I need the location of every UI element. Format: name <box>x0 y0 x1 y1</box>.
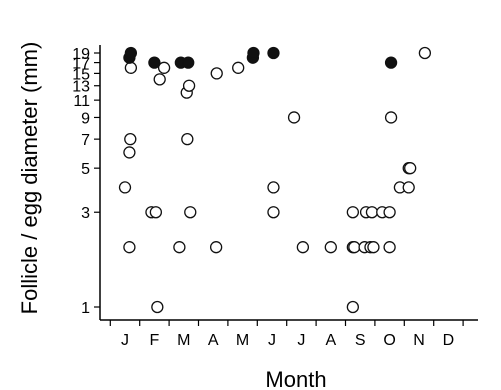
follicle-point <box>348 241 361 254</box>
egg-point <box>384 56 398 69</box>
egg-point <box>124 46 138 60</box>
follicle-point <box>384 111 398 124</box>
follicle-point <box>418 46 432 60</box>
follicle-point <box>124 61 138 74</box>
follicle-point <box>151 300 164 314</box>
follicle-point <box>209 241 223 254</box>
follicle-point <box>173 241 186 254</box>
follicle-point <box>367 241 380 254</box>
follicle-point <box>181 132 194 146</box>
y-tick-label: 5 <box>81 161 90 178</box>
x-tick-label: M <box>177 332 190 349</box>
follicle-point <box>123 241 136 254</box>
y-tick-label: 3 <box>81 205 90 222</box>
follicle-point <box>182 79 196 92</box>
follicle-point <box>153 73 166 86</box>
x-tick-label: M <box>236 332 249 349</box>
y-tick-label: 13 <box>72 79 90 96</box>
x-tick-label: J <box>121 332 129 349</box>
egg-point <box>182 56 195 69</box>
x-tick-label: A <box>325 332 336 349</box>
data-points <box>118 46 432 314</box>
y-axis-title: Follicle / egg diameter (mm) <box>17 42 42 315</box>
axes <box>99 45 478 321</box>
follicle-point <box>118 181 132 194</box>
follicle-point <box>296 241 310 254</box>
follicle-point <box>124 132 137 146</box>
follicle-point <box>346 206 360 219</box>
egg-point <box>267 46 280 60</box>
follicle-point <box>383 206 396 219</box>
follicle-point <box>184 206 197 219</box>
egg-point <box>247 46 260 60</box>
y-tick-label: 19 <box>72 46 90 63</box>
x-tick-label: A <box>208 332 219 349</box>
follicle-point <box>404 162 417 175</box>
y-tick-label: 17 <box>72 56 90 73</box>
y-tick-label: 1 <box>81 300 90 317</box>
x-tick-label: F <box>150 332 160 349</box>
follicle-point <box>324 241 337 254</box>
follicle-point <box>149 206 163 219</box>
follicle-point <box>267 206 280 219</box>
follicle-point <box>267 181 280 194</box>
follicle-point <box>383 241 396 254</box>
x-tick-label: J <box>268 332 276 349</box>
y-tick-label: 9 <box>81 110 90 127</box>
follicle-point <box>157 61 171 74</box>
egg-point <box>148 56 161 69</box>
follicle-point <box>346 300 360 314</box>
x-axis-title: Month <box>265 367 326 390</box>
follicle-point <box>210 67 223 80</box>
follicle-point <box>402 181 415 194</box>
y-tick-label: 11 <box>73 93 90 110</box>
x-tick-label: S <box>355 332 366 349</box>
x-tick-label: D <box>443 332 455 349</box>
follicle-point <box>287 111 301 124</box>
x-tick-label: O <box>383 332 395 349</box>
y-tick-label: 15 <box>72 66 90 83</box>
x-tick-label: N <box>413 332 425 349</box>
x-tick-label: J <box>297 332 305 349</box>
follicle-point <box>365 206 379 219</box>
follicle-point <box>123 146 136 159</box>
y-tick-label: 7 <box>81 132 90 149</box>
follicle-point <box>232 61 245 74</box>
